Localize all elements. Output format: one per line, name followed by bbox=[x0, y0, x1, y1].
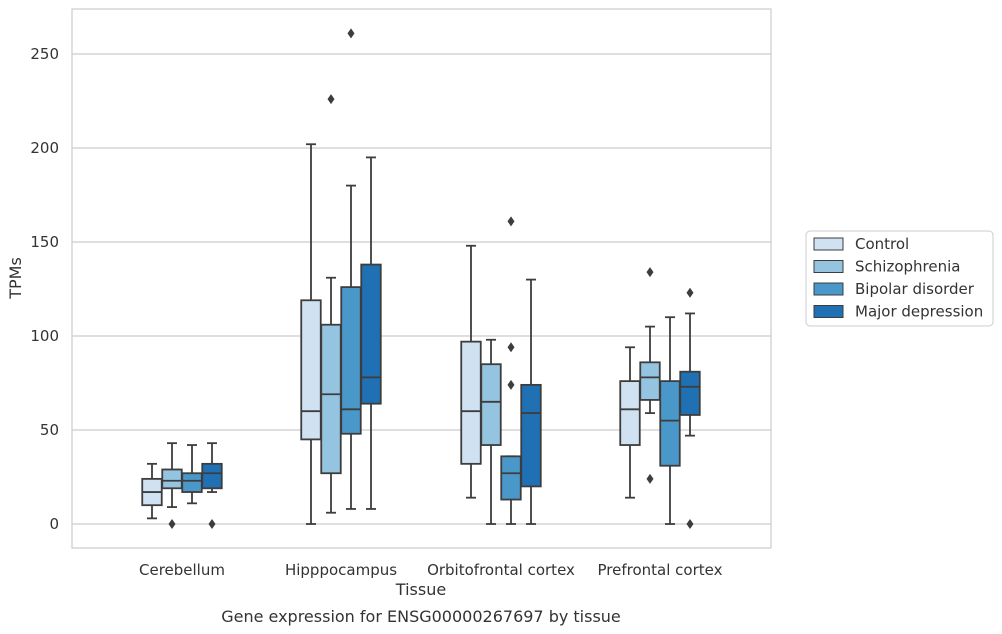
y-tick-label: 50 bbox=[40, 421, 59, 439]
y-tick-label: 0 bbox=[49, 515, 59, 533]
legend-label: Control bbox=[855, 235, 909, 253]
y-tick-label: 200 bbox=[30, 139, 59, 157]
x-tick-label: Orbitofrontal cortex bbox=[427, 561, 575, 579]
outlier-point bbox=[686, 287, 694, 298]
x-tick-label: Hipppocampus bbox=[285, 561, 397, 579]
x-axis-label: Tissue bbox=[395, 580, 446, 599]
outlier-point bbox=[507, 342, 515, 353]
box bbox=[520, 383, 542, 488]
box bbox=[320, 323, 342, 475]
box bbox=[300, 299, 322, 441]
box-schizophrenia bbox=[480, 338, 502, 525]
box-major-depression bbox=[201, 442, 223, 529]
outlier-point bbox=[208, 519, 216, 529]
y-tick-label: 150 bbox=[30, 233, 59, 251]
outlier-point bbox=[646, 267, 654, 278]
legend-label: Major depression bbox=[855, 303, 983, 321]
outlier-point bbox=[347, 28, 355, 39]
box bbox=[619, 380, 641, 446]
gridlines bbox=[72, 53, 771, 525]
box-control bbox=[300, 143, 322, 525]
y-axis-label: TPMs bbox=[6, 257, 25, 300]
y-tick-label: 250 bbox=[30, 45, 59, 63]
box bbox=[201, 462, 223, 490]
box-major-depression bbox=[520, 278, 542, 525]
outlier-point bbox=[507, 216, 515, 227]
box-schizophrenia bbox=[320, 94, 342, 514]
box-major-depression bbox=[360, 156, 382, 510]
legend-swatch bbox=[813, 282, 844, 296]
box bbox=[679, 370, 701, 416]
outlier-point bbox=[646, 473, 654, 484]
legend-swatch bbox=[813, 305, 844, 318]
box-control bbox=[619, 346, 641, 499]
legend-swatch bbox=[813, 260, 844, 273]
box bbox=[659, 380, 681, 467]
box bbox=[500, 455, 522, 501]
box-groups bbox=[141, 28, 701, 529]
x-tick-labels: Cerebellum Hipppocampus Orbitofrontal cort… bbox=[139, 561, 723, 579]
legend-frame bbox=[805, 230, 994, 327]
x-tick-label: Prefrontal cortex bbox=[598, 561, 723, 579]
y-tick-label: 100 bbox=[30, 327, 59, 345]
box-bipolar-disorder bbox=[659, 316, 681, 525]
plot-frame bbox=[71, 8, 772, 549]
legend-swatch bbox=[813, 237, 844, 251]
box-bipolar-disorder bbox=[181, 444, 203, 505]
outlier-point bbox=[168, 519, 176, 529]
y-tick-labels: 0 50 100 150 200 250 bbox=[30, 45, 59, 533]
chart-caption: Gene expression for ENSG00000267697 by t… bbox=[221, 607, 621, 626]
box-major-depression bbox=[679, 287, 701, 529]
legend: Control Schizophrenia Bipolar disorder Majo… bbox=[805, 230, 994, 327]
legend-label: Schizophrenia bbox=[855, 258, 960, 276]
box bbox=[480, 363, 502, 446]
box-schizophrenia bbox=[639, 267, 661, 484]
box-bipolar-disorder bbox=[500, 216, 522, 525]
box-schizophrenia bbox=[161, 442, 183, 529]
box bbox=[161, 468, 183, 490]
box-control bbox=[460, 244, 482, 499]
box bbox=[340, 286, 362, 435]
x-tick-label: Cerebellum bbox=[139, 561, 225, 579]
box bbox=[639, 361, 661, 401]
box-bipolar-disorder bbox=[340, 28, 362, 510]
legend-label: Bipolar disorder bbox=[855, 280, 975, 298]
outlier-point bbox=[327, 94, 335, 105]
box bbox=[460, 340, 482, 465]
outlier-point bbox=[507, 379, 515, 390]
box-control bbox=[141, 462, 163, 520]
outlier-point bbox=[686, 519, 694, 529]
box bbox=[360, 263, 382, 405]
box bbox=[181, 472, 203, 493]
